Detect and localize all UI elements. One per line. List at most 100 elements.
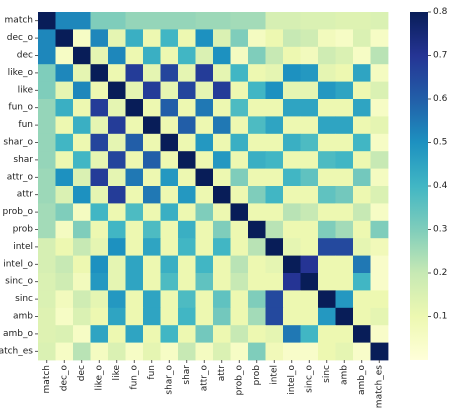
heatmap-cell-shar-sinc_o (300, 151, 319, 169)
heatmap-cell-match_es-attr (213, 342, 231, 361)
heatmap-cell-match-shar_o (160, 12, 179, 30)
heatmap-cell-sinc_o-dec (73, 273, 91, 291)
heatmap-cell-sinc-prob_o (230, 290, 249, 309)
heatmap-cell-amb-fun (143, 307, 161, 326)
heatmap-cell-shar_o-dec_o (55, 133, 74, 152)
heatmap-cell-prob-match (38, 220, 56, 239)
heatmap-cell-like_o-amb_o (353, 64, 371, 82)
heatmap-cell-match-prob_o (230, 12, 249, 30)
heatmap-cell-shar_o-amb (335, 133, 354, 152)
heatmap-cell-fun-prob (248, 116, 266, 135)
heatmap-cell-match-attr (213, 12, 231, 30)
heatmap-cell-sinc_o-amb (335, 273, 354, 291)
y-tick-label: intel (13, 242, 33, 252)
heatmap-cell-like_o-dec (73, 64, 91, 82)
heatmap-cell-intel_o-intel_o (283, 255, 301, 274)
x-tick-label: prob_o (234, 365, 244, 396)
heatmap-cell-intel_o-intel (265, 255, 284, 274)
heatmap-cell-attr_o-like_o (90, 168, 109, 187)
heatmap-cell-sinc_o-fun (143, 273, 161, 291)
heatmap-cell-intel_o-fun (143, 255, 161, 274)
heatmap-cell-intel-attr (213, 238, 231, 256)
heatmap-cell-dec_o-like (108, 29, 126, 48)
heatmap-cell-match-intel_o (283, 12, 301, 30)
heatmap-cell-shar_o-shar_o (160, 133, 179, 152)
heatmap-cell-shar_o-prob (248, 133, 266, 152)
heatmap-cell-shar-shar_o (160, 151, 179, 169)
heatmap-cell-prob_o-intel (265, 203, 284, 222)
heatmap-cell-amb_o-match_es (370, 325, 389, 343)
heatmap-cell-sinc-shar (178, 290, 196, 309)
heatmap-cell-shar-sinc (318, 151, 336, 169)
heatmap-cell-sinc_o-match_es (370, 273, 389, 291)
heatmap-cell-match-sinc_o (300, 12, 319, 30)
heatmap-cell-match-amb (335, 12, 354, 30)
heatmap-cell-attr-attr_o (195, 186, 214, 204)
heatmap-cell-dec-prob (248, 46, 266, 65)
heatmap-cell-intel-sinc (318, 238, 336, 256)
y-tick-label: shar_o (3, 138, 33, 148)
heatmap-cell-attr_o-shar (178, 168, 196, 187)
heatmap-cell-dec_o-match (38, 29, 56, 48)
heatmap-cell-intel_o-amb (335, 255, 354, 274)
heatmap-cell-attr-amb_o (353, 186, 371, 204)
heatmap-cell-prob-dec_o (55, 220, 74, 239)
heatmap-cell-prob_o-amb_o (353, 203, 371, 222)
heatmap-cell-match-amb_o (353, 12, 371, 30)
heatmap-cell-fun-sinc (318, 116, 336, 135)
heatmap-cell-fun_o-sinc (318, 99, 336, 117)
y-tick-label: prob_o (3, 207, 34, 217)
heatmap-cell-shar_o-attr (213, 133, 231, 152)
heatmap-cell-like-prob (248, 81, 266, 100)
heatmap-cell-dec-fun_o (125, 46, 144, 65)
heatmap-cell-amb-dec (73, 307, 91, 326)
y-tick-label: amb_o (3, 329, 33, 339)
heatmap-cells (38, 12, 389, 361)
y-tick-label: dec_o (7, 33, 34, 43)
heatmap-cell-intel-attr_o (195, 238, 214, 256)
heatmap-cell-sinc-like_o (90, 290, 109, 309)
heatmap-cell-intel-prob_o (230, 238, 249, 256)
heatmap-cell-match-like_o (90, 12, 109, 30)
heatmap-cell-attr-sinc_o (300, 186, 319, 204)
heatmap-cell-like-like_o (90, 81, 109, 100)
heatmap-cell-prob_o-like_o (90, 203, 109, 222)
heatmap-cell-intel_o-sinc (318, 255, 336, 274)
heatmap-cell-dec-like (108, 46, 126, 65)
heatmap-cell-intel-match (38, 238, 56, 256)
heatmap-cell-match-sinc (318, 12, 336, 30)
heatmap-cell-match-prob (248, 12, 266, 30)
heatmap-cell-intel-intel (265, 238, 284, 256)
heatmap-cell-match_es-sinc_o (300, 342, 319, 361)
heatmap-cell-prob-attr (213, 220, 231, 239)
heatmap-cell-like-fun_o (125, 81, 144, 100)
heatmap-cell-fun-fun (143, 116, 161, 135)
heatmap-cell-sinc-sinc (318, 290, 336, 309)
heatmap-cell-fun-dec (73, 116, 91, 135)
heatmap-cell-shar-dec (73, 151, 91, 169)
x-axis-labels: match dec_o dec like_o like fun_o fun shar_o sha… (42, 360, 384, 408)
heatmap-cell-attr-dec (73, 186, 91, 204)
heatmap-cell-amb_o-prob_o (230, 325, 249, 343)
heatmap-cell-dec-shar_o (160, 46, 179, 65)
heatmap-cell-amb_o-intel_o (283, 325, 301, 343)
heatmap-cell-fun_o-dec_o (55, 99, 74, 117)
x-tick-label: fun (147, 365, 157, 380)
heatmap-cell-dec-dec (73, 46, 91, 65)
heatmap-cell-prob-dec (73, 220, 91, 239)
heatmap-cell-prob_o-shar_o (160, 203, 179, 222)
heatmap-cell-prob-intel_o (283, 220, 301, 239)
heatmap-cell-like-match_es (370, 81, 389, 100)
heatmap-cell-match-match (38, 12, 56, 30)
heatmap-cell-shar-fun_o (125, 151, 144, 169)
heatmap-cell-prob_o-amb (335, 203, 354, 222)
heatmap-cell-prob_o-dec_o (55, 203, 74, 222)
colorbar-tick-label: 0.1 (433, 312, 447, 322)
heatmap-cell-like_o-fun_o (125, 64, 144, 82)
heatmap-cell-dec_o-attr (213, 29, 231, 48)
heatmap-cell-like-intel_o (283, 81, 301, 100)
heatmap-cell-prob-like_o (90, 220, 109, 239)
heatmap-cell-dec_o-amb (335, 29, 354, 48)
heatmap-cell-fun-attr_o (195, 116, 214, 135)
